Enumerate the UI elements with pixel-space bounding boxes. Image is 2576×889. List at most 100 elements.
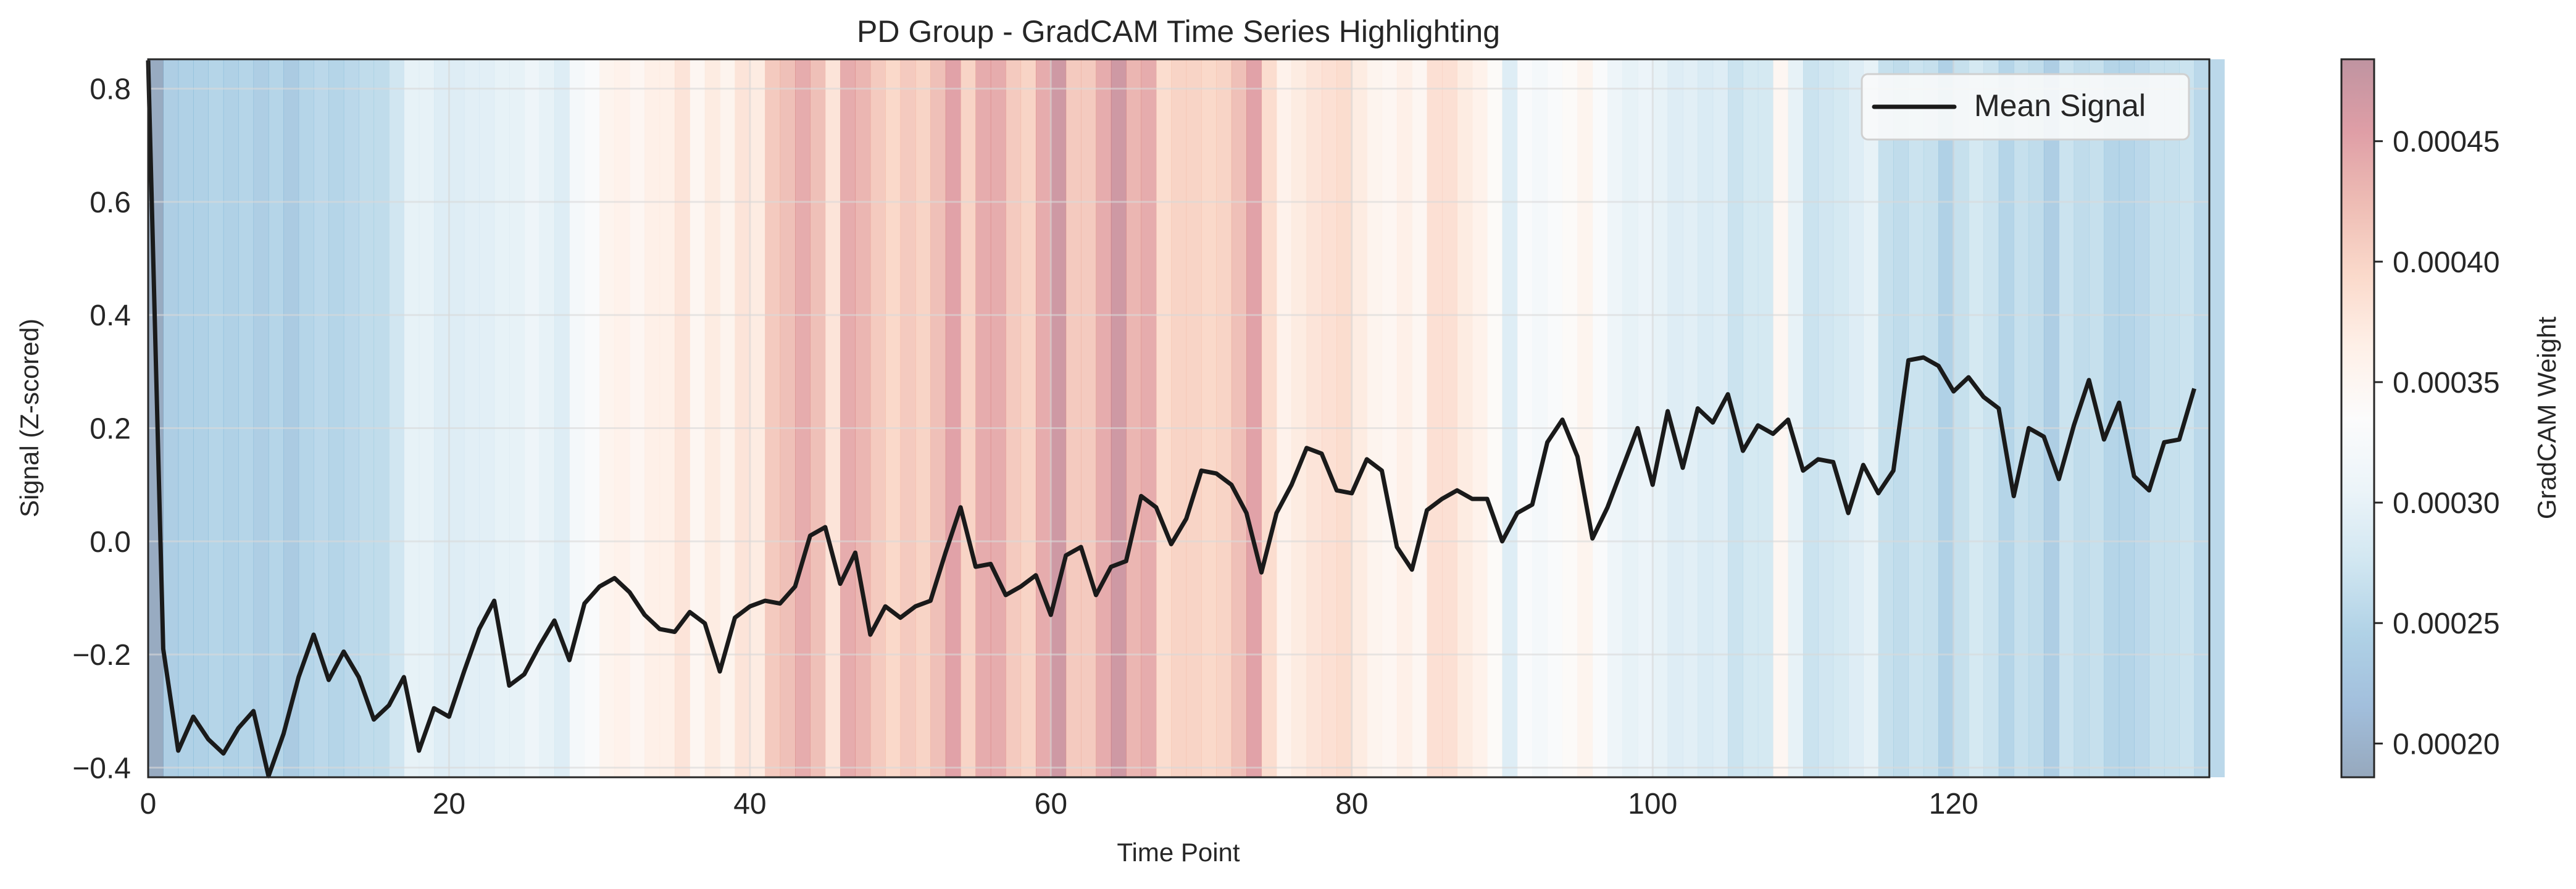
- gradcam-band: [1638, 59, 1653, 777]
- gradcam-band: [1201, 59, 1217, 777]
- colorbar-tick-label: 0.00035: [2393, 367, 2500, 399]
- gradcam-band: [870, 59, 886, 777]
- gradcam-band: [1938, 59, 1954, 777]
- y-tick-label: 0.8: [90, 73, 131, 106]
- x-tick-label: 120: [1929, 788, 1978, 820]
- gradcam-band: [1622, 59, 1638, 777]
- gradcam-band: [193, 59, 209, 777]
- gradcam-band: [644, 59, 660, 777]
- gradcam-band: [630, 59, 645, 777]
- gradcam-band: [1878, 59, 1894, 777]
- gradcam-band: [1096, 59, 1111, 777]
- gradcam-band: [735, 59, 751, 777]
- gradcam-band: [404, 59, 419, 777]
- colorbar-tick-label: 0.00030: [2393, 487, 2500, 520]
- colorbar-tick-label: 0.00025: [2393, 607, 2500, 640]
- gradcam-band: [1367, 59, 1382, 777]
- gradcam-band: [1562, 59, 1578, 777]
- colorbar: 0.00020 0.00025 0.00030 0.00035 0.00040 0.000…: [2341, 59, 2561, 777]
- gradcam-band: [1863, 59, 1878, 777]
- gradcam-band: [1818, 59, 1833, 777]
- colorbar-gradient: [2341, 59, 2374, 777]
- gradcam-band: [1607, 59, 1623, 777]
- gradcam-band: [283, 59, 299, 777]
- gradcam-band: [374, 59, 390, 777]
- gradcam-band: [2014, 59, 2029, 777]
- gradcam-band: [1141, 59, 1157, 777]
- gradcam-band: [1983, 59, 1999, 777]
- colorbar-tick-label: 0.00020: [2393, 728, 2500, 761]
- gradcam-band: [1848, 59, 1864, 777]
- gradcam-band: [1262, 59, 1277, 777]
- y-tick-label: 0.2: [90, 413, 131, 446]
- gradcam-band: [1171, 59, 1186, 777]
- gradcam-band: [1307, 59, 1322, 777]
- gradcam-band: [509, 59, 525, 777]
- gradcam-band: [1006, 59, 1021, 777]
- y-tick-label: −0.2: [72, 639, 131, 672]
- colorbar-ticks: 0.00020 0.00025 0.00030 0.00035 0.00040 0.000…: [2374, 126, 2500, 761]
- gradcam-band: [2149, 59, 2165, 777]
- gradcam-band: [961, 59, 976, 777]
- gradcam-band: [885, 59, 901, 777]
- gradcam-band: [915, 59, 931, 777]
- gradcam-band: [615, 59, 630, 777]
- gradcam-band: [901, 59, 916, 777]
- chart-title: PD Group - GradCAM Time Series Highlight…: [857, 14, 1500, 49]
- y-tick-label: −0.4: [72, 752, 131, 785]
- gradcam-band: [991, 59, 1006, 777]
- gradcam-band: [178, 59, 194, 777]
- gradcam-band: [1397, 59, 1412, 777]
- gradcam-band: [840, 59, 856, 777]
- gradcam-band: [1322, 59, 1337, 777]
- y-axis-label: Signal (Z-scored): [15, 319, 44, 517]
- gradcam-band: [1156, 59, 1172, 777]
- gradcam-band: [1336, 59, 1352, 777]
- gradcam-band: [1126, 59, 1141, 777]
- gradcam-band: [690, 59, 705, 777]
- gradcam-band: [1232, 59, 1247, 777]
- gradcam-band: [675, 59, 690, 777]
- gradcam-band: [946, 59, 961, 777]
- gradcam-band: [1833, 59, 1849, 777]
- gradcam-band: [1803, 59, 1819, 777]
- gradcam-band: [825, 59, 841, 777]
- x-tick-label: 40: [733, 788, 766, 820]
- gradcam-band: [554, 59, 570, 777]
- gradcam-band: [1758, 59, 1774, 777]
- gradcam-band: [599, 59, 615, 777]
- gradcam-band: [238, 59, 254, 777]
- gradcam-band: [1517, 59, 1533, 777]
- gradcam-band: [1382, 59, 1398, 777]
- gradcam-band: [660, 59, 675, 777]
- gradcam-band: [1081, 59, 1096, 777]
- gradcam-band: [765, 59, 780, 777]
- gradcam-band: [930, 59, 946, 777]
- gradcam-band: [434, 59, 449, 777]
- colorbar-tick-label: 0.00040: [2393, 246, 2500, 279]
- x-tick-label: 0: [140, 788, 157, 820]
- gradcam-band: [1111, 59, 1127, 777]
- gradcam-band: [359, 59, 374, 777]
- x-tick-label: 60: [1035, 788, 1067, 820]
- colorbar-tick-label: 0.00045: [2393, 126, 2500, 159]
- gradcam-band: [1954, 59, 1969, 777]
- gradcam-band: [389, 59, 404, 777]
- x-tick-label: 80: [1335, 788, 1368, 820]
- gradcam-band: [208, 59, 223, 777]
- x-tick-label: 100: [1628, 788, 1677, 820]
- x-axis-label: Time Point: [1117, 838, 1240, 867]
- gradcam-band: [1442, 59, 1457, 777]
- gradcam-band: [585, 59, 600, 777]
- x-axis-ticks: 0 20 40 60 80 100 120: [140, 788, 1978, 820]
- gradcam-band: [1291, 59, 1307, 777]
- gradcam-band: [1036, 59, 1051, 777]
- gradcam-band: [1412, 59, 1427, 777]
- y-tick-label: 0.0: [90, 526, 131, 559]
- gradcam-band: [1788, 59, 1804, 777]
- gradcam-band: [1743, 59, 1758, 777]
- gradcam-band: [1216, 59, 1232, 777]
- gradcam-band: [2044, 59, 2059, 777]
- x-tick-label: 20: [433, 788, 465, 820]
